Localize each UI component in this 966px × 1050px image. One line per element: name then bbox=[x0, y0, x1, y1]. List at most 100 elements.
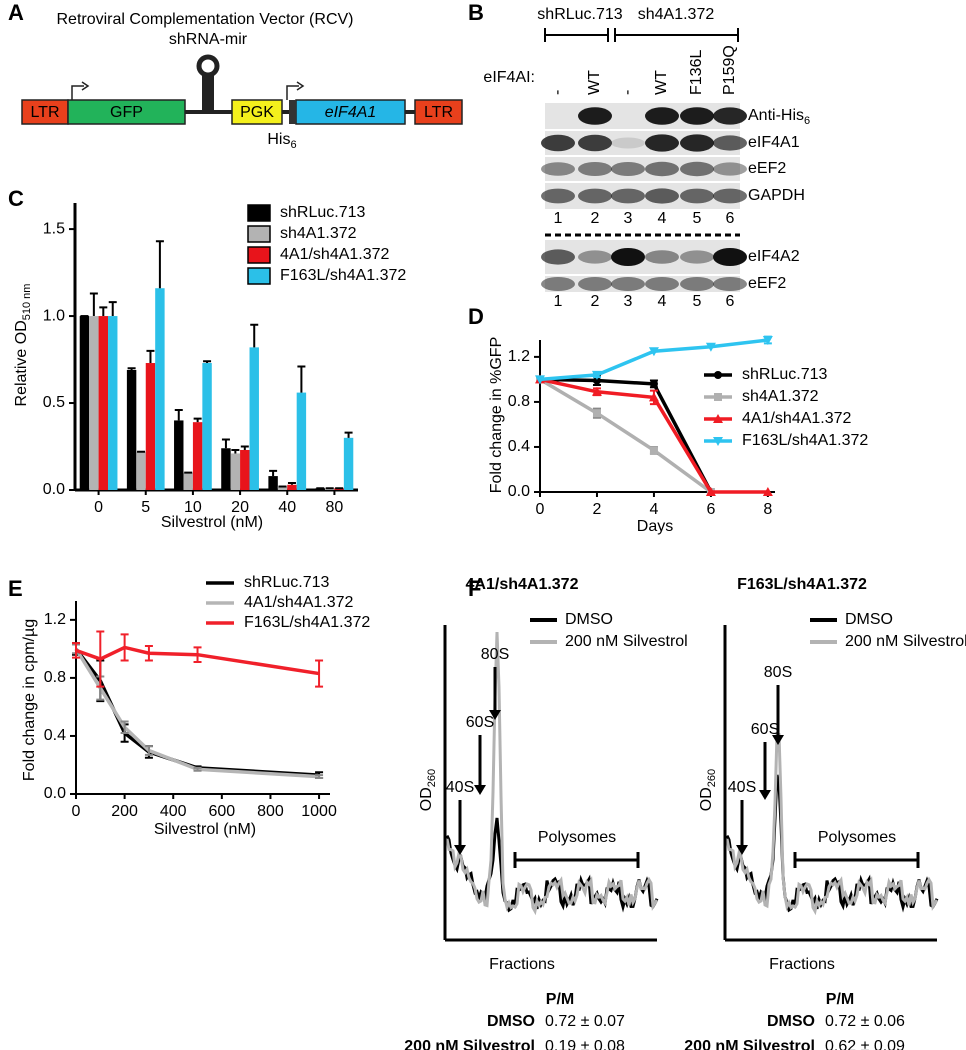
bar bbox=[136, 451, 146, 490]
error-bar bbox=[297, 365, 306, 393]
band bbox=[578, 277, 612, 291]
series-line bbox=[539, 338, 769, 382]
legend-label: DMSO bbox=[565, 611, 613, 628]
band bbox=[645, 107, 679, 125]
error-bar bbox=[221, 438, 230, 449]
y-tick-label: 1.5 bbox=[43, 220, 65, 237]
y-axis-title: Fold change in cpm/µg bbox=[21, 619, 38, 781]
bar bbox=[174, 420, 184, 490]
y-axis-title-sub: 510 nm bbox=[21, 284, 33, 321]
hairpin-stem bbox=[202, 74, 214, 112]
y-tick-label: 0.4 bbox=[508, 438, 530, 455]
legend-label: 200 nM Silvestrol bbox=[845, 633, 966, 650]
blot-label-main: Anti-His bbox=[748, 107, 804, 124]
band bbox=[541, 249, 575, 265]
lane-label: F136L bbox=[688, 50, 705, 95]
band bbox=[645, 134, 679, 152]
vector-element-label: PGK bbox=[240, 104, 274, 121]
x-tick-label: 200 bbox=[111, 803, 138, 820]
y-axis-title-main: Relative OD bbox=[13, 320, 30, 406]
bar bbox=[249, 347, 259, 490]
x-tick-label: 5 bbox=[141, 499, 150, 516]
legend-label: 4A1/sh4A1.372 bbox=[742, 410, 852, 427]
lane-number: 4 bbox=[658, 293, 667, 310]
panel-label: D bbox=[468, 304, 484, 329]
legend-marker bbox=[713, 414, 723, 423]
ratio-header: P/M bbox=[546, 991, 574, 1008]
x-axis-title: Silvestrol (nM) bbox=[161, 514, 263, 531]
y-tick-label: 1.2 bbox=[508, 348, 530, 365]
error-bar bbox=[144, 745, 153, 756]
y-tick-label: 1.2 bbox=[44, 611, 66, 628]
y-tick-label: 1.0 bbox=[43, 307, 65, 324]
band bbox=[645, 250, 679, 264]
error-bar bbox=[174, 408, 183, 421]
marker bbox=[762, 487, 773, 496]
lane-label: P159Q bbox=[721, 45, 738, 95]
legend-swatch bbox=[247, 204, 271, 222]
vector-element bbox=[21, 99, 69, 125]
lane-number: 5 bbox=[693, 210, 702, 227]
bar bbox=[145, 363, 156, 490]
error-bar bbox=[96, 630, 105, 688]
y-tick-label: 0.8 bbox=[508, 393, 530, 410]
y-axis-title-sub: 260 bbox=[706, 769, 718, 787]
legend-label: 4A1/sh4A1.372 bbox=[244, 594, 354, 611]
profile-title: 4A1/sh4A1.372 bbox=[466, 576, 579, 593]
error-bar bbox=[108, 301, 117, 317]
polysome-label: Polysomes bbox=[538, 829, 616, 846]
ratio-value: 0.62 ± 0.09 bbox=[825, 1038, 905, 1050]
bar bbox=[79, 316, 90, 490]
panel-label: C bbox=[8, 186, 24, 211]
error-bar bbox=[193, 417, 202, 423]
bar bbox=[126, 369, 137, 490]
marker bbox=[591, 370, 602, 380]
blot-label-sub: 6 bbox=[804, 115, 810, 127]
ratio-value: 0.19 ± 0.08 bbox=[545, 1038, 625, 1050]
vector-element bbox=[231, 99, 283, 125]
error-bar bbox=[193, 766, 202, 772]
legend-swatch bbox=[247, 225, 271, 243]
x-tick-label: 2 bbox=[593, 501, 602, 518]
y-axis-title: Fold change in %GFP bbox=[488, 337, 505, 494]
x-tick-label: 1000 bbox=[301, 803, 337, 820]
peak-arrow-head bbox=[489, 710, 501, 720]
bar bbox=[240, 449, 250, 490]
band bbox=[713, 277, 747, 291]
marker bbox=[705, 342, 716, 352]
x-axis-title: Silvestrol (nM) bbox=[154, 821, 256, 838]
vector-element bbox=[67, 99, 186, 125]
lane-label: - bbox=[549, 90, 566, 95]
panel-label: F bbox=[468, 576, 481, 601]
series-line bbox=[74, 647, 320, 779]
error-bar bbox=[203, 360, 212, 364]
blot-label: GAPDH bbox=[748, 187, 805, 204]
legend-label: shRLuc.713 bbox=[280, 204, 365, 221]
ratio-value: 0.72 ± 0.06 bbox=[825, 1013, 905, 1030]
vector-element-label: LTR bbox=[30, 104, 59, 121]
lane-number: 2 bbox=[591, 210, 600, 227]
band bbox=[713, 107, 747, 125]
legend-label: 200 nM Silvestrol bbox=[565, 633, 688, 650]
lane-number: 6 bbox=[726, 293, 735, 310]
bar bbox=[89, 316, 99, 490]
x-axis-title: Fractions bbox=[769, 956, 835, 973]
legend-label: sh4A1.372 bbox=[280, 225, 357, 242]
y-tick-label: 0.8 bbox=[44, 669, 66, 686]
band bbox=[645, 188, 679, 204]
ratio-value: 0.72 ± 0.07 bbox=[545, 1013, 625, 1030]
error-bar bbox=[269, 469, 278, 477]
series-line bbox=[75, 645, 320, 676]
band bbox=[713, 162, 747, 176]
hairpin-label: shRNA-mir bbox=[169, 31, 248, 48]
band bbox=[578, 250, 612, 264]
vector-element bbox=[414, 99, 463, 125]
legend-label: shRLuc.713 bbox=[244, 574, 329, 591]
lane-number: 4 bbox=[658, 210, 667, 227]
x-tick-label: 10 bbox=[184, 499, 202, 516]
marker bbox=[648, 392, 659, 402]
legend-label: shRLuc.713 bbox=[742, 366, 827, 383]
band bbox=[680, 250, 714, 264]
error-bar bbox=[315, 774, 324, 780]
